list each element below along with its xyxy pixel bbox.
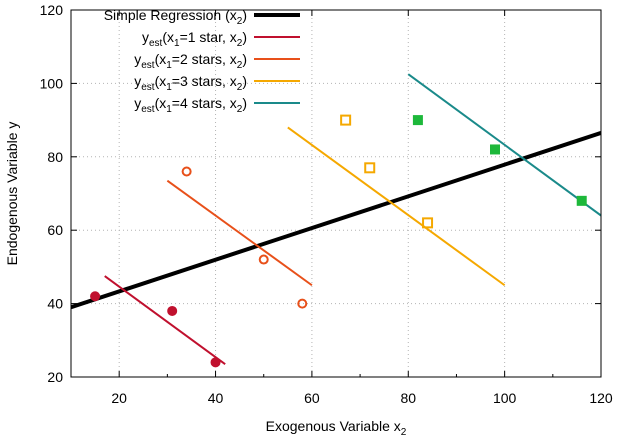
series-4-point — [576, 195, 587, 206]
x-tick-label: 40 — [208, 390, 224, 406]
x-tick-label: 60 — [304, 390, 320, 406]
legend-subscript: 2 — [237, 16, 243, 27]
x-tick-label: 80 — [400, 390, 416, 406]
legend-label-2: yest(x1=2 stars, x2) — [134, 51, 247, 71]
series-3-line — [287, 126, 506, 287]
legend-subscript: est — [141, 82, 155, 93]
legend-label-0: Simple Regression (x2) — [104, 7, 247, 27]
series-1-point — [210, 357, 221, 368]
x-tick-label: 120 — [589, 390, 613, 406]
x-axis-label-sub: 2 — [401, 427, 407, 438]
legend-text-part: =2 stars, x — [172, 51, 237, 67]
legend: Simple Regression (x2)yest(x1=1 star, x2… — [104, 7, 300, 115]
series-2-point — [258, 254, 269, 265]
legend-text-part: ) — [242, 29, 247, 45]
legend-text-part: y — [142, 29, 149, 45]
legend-subscript: 2 — [237, 60, 243, 71]
legend-subscript: 2 — [237, 104, 243, 115]
legend-subscript: 1 — [174, 38, 180, 49]
x-tick-label: 100 — [493, 390, 517, 406]
legend-text-part: y — [134, 73, 141, 89]
legend-subscript: est — [141, 60, 155, 71]
series-4-point — [490, 144, 500, 155]
legend-subscript: 2 — [237, 38, 243, 49]
legend-text-part: ) — [242, 95, 247, 111]
legend-subscript: est — [149, 38, 163, 49]
series-1-point — [90, 291, 101, 302]
legend-label-4: yest(x1=4 stars, x2) — [134, 95, 247, 115]
series-2-point — [297, 298, 308, 309]
legend-text-part: Simple Regression (x — [104, 7, 237, 23]
legend-subscript: 2 — [237, 82, 243, 93]
legend-text-part: (x — [155, 73, 167, 89]
series-1-point — [167, 305, 178, 316]
y-tick-label: 80 — [47, 149, 63, 165]
legend-text-part: (x — [155, 95, 167, 111]
legend-text-part: y — [134, 51, 141, 67]
y-tick-label: 60 — [47, 222, 63, 238]
legend-text-part: ) — [242, 51, 247, 67]
series-1-line — [104, 275, 226, 365]
legend-text-part: y — [134, 95, 141, 111]
grid-lines — [71, 10, 601, 377]
legend-text-part: (x — [162, 29, 174, 45]
series-3-point — [364, 162, 376, 174]
series-4-point — [412, 115, 423, 126]
legend-text-part: =3 stars, x — [172, 73, 237, 89]
series-4-line — [407, 73, 601, 217]
axis-ticks: 20 40 60 80 100 120 20 40 60 80 100 120 — [40, 2, 613, 406]
legend-subscript: 1 — [166, 104, 172, 115]
series-0-line — [71, 131, 601, 310]
legend-subscript: 1 — [166, 82, 172, 93]
legend-text-part: ) — [242, 7, 247, 23]
legend-text-part: =4 stars, x — [172, 95, 237, 111]
x-axis-label-main: Exogenous Variable x — [266, 418, 401, 434]
series-3-point — [422, 217, 434, 229]
legend-text-part: (x — [155, 51, 167, 67]
series-2-point — [181, 166, 192, 177]
legend-label-1: yest(x1=1 star, x2) — [142, 29, 247, 49]
series-3-point — [340, 114, 352, 126]
y-tick-label: 40 — [47, 296, 63, 312]
plot-area — [71, 73, 601, 368]
y-tick-label: 100 — [40, 75, 64, 91]
y-tick-label: 20 — [47, 369, 63, 385]
series-2-line — [166, 179, 313, 287]
legend-text-part: ) — [242, 73, 247, 89]
x-axis-label: Exogenous Variable x2 — [266, 418, 407, 438]
legend-subscript: 1 — [166, 60, 172, 71]
y-tick-label: 120 — [40, 2, 64, 18]
legend-subscript: est — [141, 104, 155, 115]
legend-text-part: =1 star, x — [180, 29, 237, 45]
x-tick-label: 20 — [111, 390, 127, 406]
legend-label-3: yest(x1=3 stars, x2) — [134, 73, 247, 93]
plot-frame — [70, 9, 602, 378]
y-axis-label: Endogenous Variable y — [4, 122, 20, 266]
